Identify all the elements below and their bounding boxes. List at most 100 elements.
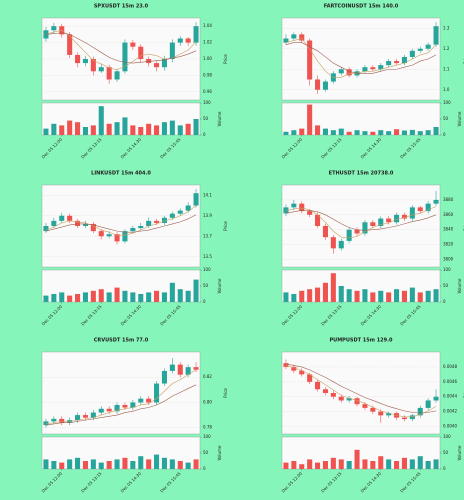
price-panel — [281, 351, 441, 435]
candle-body — [283, 38, 289, 43]
candle-body — [315, 79, 321, 90]
candle-body — [75, 415, 81, 421]
volume-bar — [354, 449, 360, 469]
volume-bar — [169, 120, 175, 135]
volume-bar — [98, 106, 104, 135]
candle-body — [291, 203, 297, 208]
candle-body — [122, 42, 128, 72]
volume-bar — [169, 459, 175, 469]
volume-bar — [59, 462, 65, 469]
y-tick-label: 0.0040 — [443, 424, 457, 429]
y-tick-label: 14.1 — [203, 192, 212, 197]
volume-bar — [417, 456, 423, 469]
volume-bar — [425, 461, 431, 469]
y-tick-label: 0.78 — [203, 425, 212, 430]
candle-body — [114, 71, 120, 80]
moving-average — [45, 384, 197, 426]
candle-body — [51, 220, 57, 226]
volume-bar — [299, 290, 305, 302]
candle-body — [130, 42, 136, 47]
volume-bar — [193, 459, 199, 469]
candle-body — [67, 215, 73, 221]
candle-body — [417, 207, 423, 212]
volume-bar — [130, 292, 136, 302]
volume-bar — [90, 125, 96, 135]
volume-bar — [330, 273, 336, 302]
candle-body — [43, 421, 49, 426]
volume-bar — [130, 125, 136, 135]
volume-bar — [146, 292, 152, 302]
candle-body — [82, 415, 88, 418]
volume-bar — [98, 289, 104, 302]
volume-bar — [394, 289, 400, 302]
y2-tick-label: 0 — [203, 132, 206, 137]
price-panel — [281, 184, 441, 268]
candle-body — [177, 364, 183, 375]
chart-title: ETHUSDT 15m 20738.0 — [329, 171, 394, 177]
volume-bar — [122, 117, 128, 135]
y2-tick-label: 50 — [443, 283, 449, 288]
y2-tick-label: 50 — [443, 450, 449, 455]
moving-average — [285, 38, 437, 78]
volume-bar — [386, 292, 392, 302]
volume-panel — [281, 102, 441, 136]
volume-bar — [67, 459, 73, 469]
volume-bar — [51, 461, 57, 469]
candle-body — [122, 404, 128, 408]
candle-body — [378, 411, 384, 416]
candle-body — [283, 363, 289, 367]
candle-body — [322, 226, 328, 238]
candle-body — [138, 46, 144, 59]
y-tick-label: 0.98 — [203, 72, 212, 77]
y2-tick-label: 0 — [203, 299, 206, 304]
candle-body — [409, 415, 415, 420]
volume-bar — [425, 290, 431, 302]
volume-bar — [138, 294, 144, 302]
volume-bar — [193, 279, 199, 302]
volume-bar — [401, 130, 407, 135]
candle-body — [114, 234, 120, 242]
volume-bar — [106, 123, 112, 135]
volume-bar — [354, 290, 360, 302]
candle-body — [161, 370, 167, 384]
volume-bar — [299, 128, 305, 135]
volume-bar — [90, 290, 96, 302]
volume-panel — [281, 436, 441, 470]
volume-bar — [114, 287, 120, 302]
y-axis-label: Price — [223, 54, 228, 64]
candle-body — [307, 40, 313, 80]
candle-body — [315, 381, 321, 390]
candle-body — [354, 229, 360, 234]
volume-bar — [82, 292, 88, 302]
volume-bar — [59, 292, 65, 302]
volume-bar — [177, 289, 183, 302]
candle-body — [177, 210, 183, 214]
volume-bar — [98, 462, 104, 469]
y2-axis-label: Volume — [217, 445, 222, 460]
moving-average — [285, 42, 437, 74]
candle-body — [138, 226, 144, 229]
candle-body — [386, 218, 392, 223]
moving-average — [285, 210, 437, 231]
candle-body — [106, 234, 112, 237]
volume-bar — [307, 104, 313, 135]
volume-bar — [138, 127, 144, 135]
volume-bar — [185, 462, 191, 469]
volume-bar — [378, 290, 384, 302]
volume-bar — [82, 461, 88, 469]
volume-bar — [146, 459, 152, 469]
y-tick-label: 3880 — [443, 197, 454, 202]
candle-body — [283, 207, 289, 214]
candle-body — [291, 34, 297, 39]
volume-bar — [283, 292, 289, 302]
volume-bar — [315, 462, 321, 469]
y-tick-label: 1.3 — [443, 25, 450, 30]
y-tick-label: 0.0046 — [443, 379, 457, 384]
volume-panel — [281, 269, 441, 303]
volume-bar — [362, 289, 368, 302]
volume-bar — [409, 459, 415, 469]
y-tick-label: 1.0 — [443, 87, 450, 92]
volume-bar — [177, 125, 183, 135]
volume-bar — [169, 282, 175, 302]
candle-body — [425, 400, 431, 408]
